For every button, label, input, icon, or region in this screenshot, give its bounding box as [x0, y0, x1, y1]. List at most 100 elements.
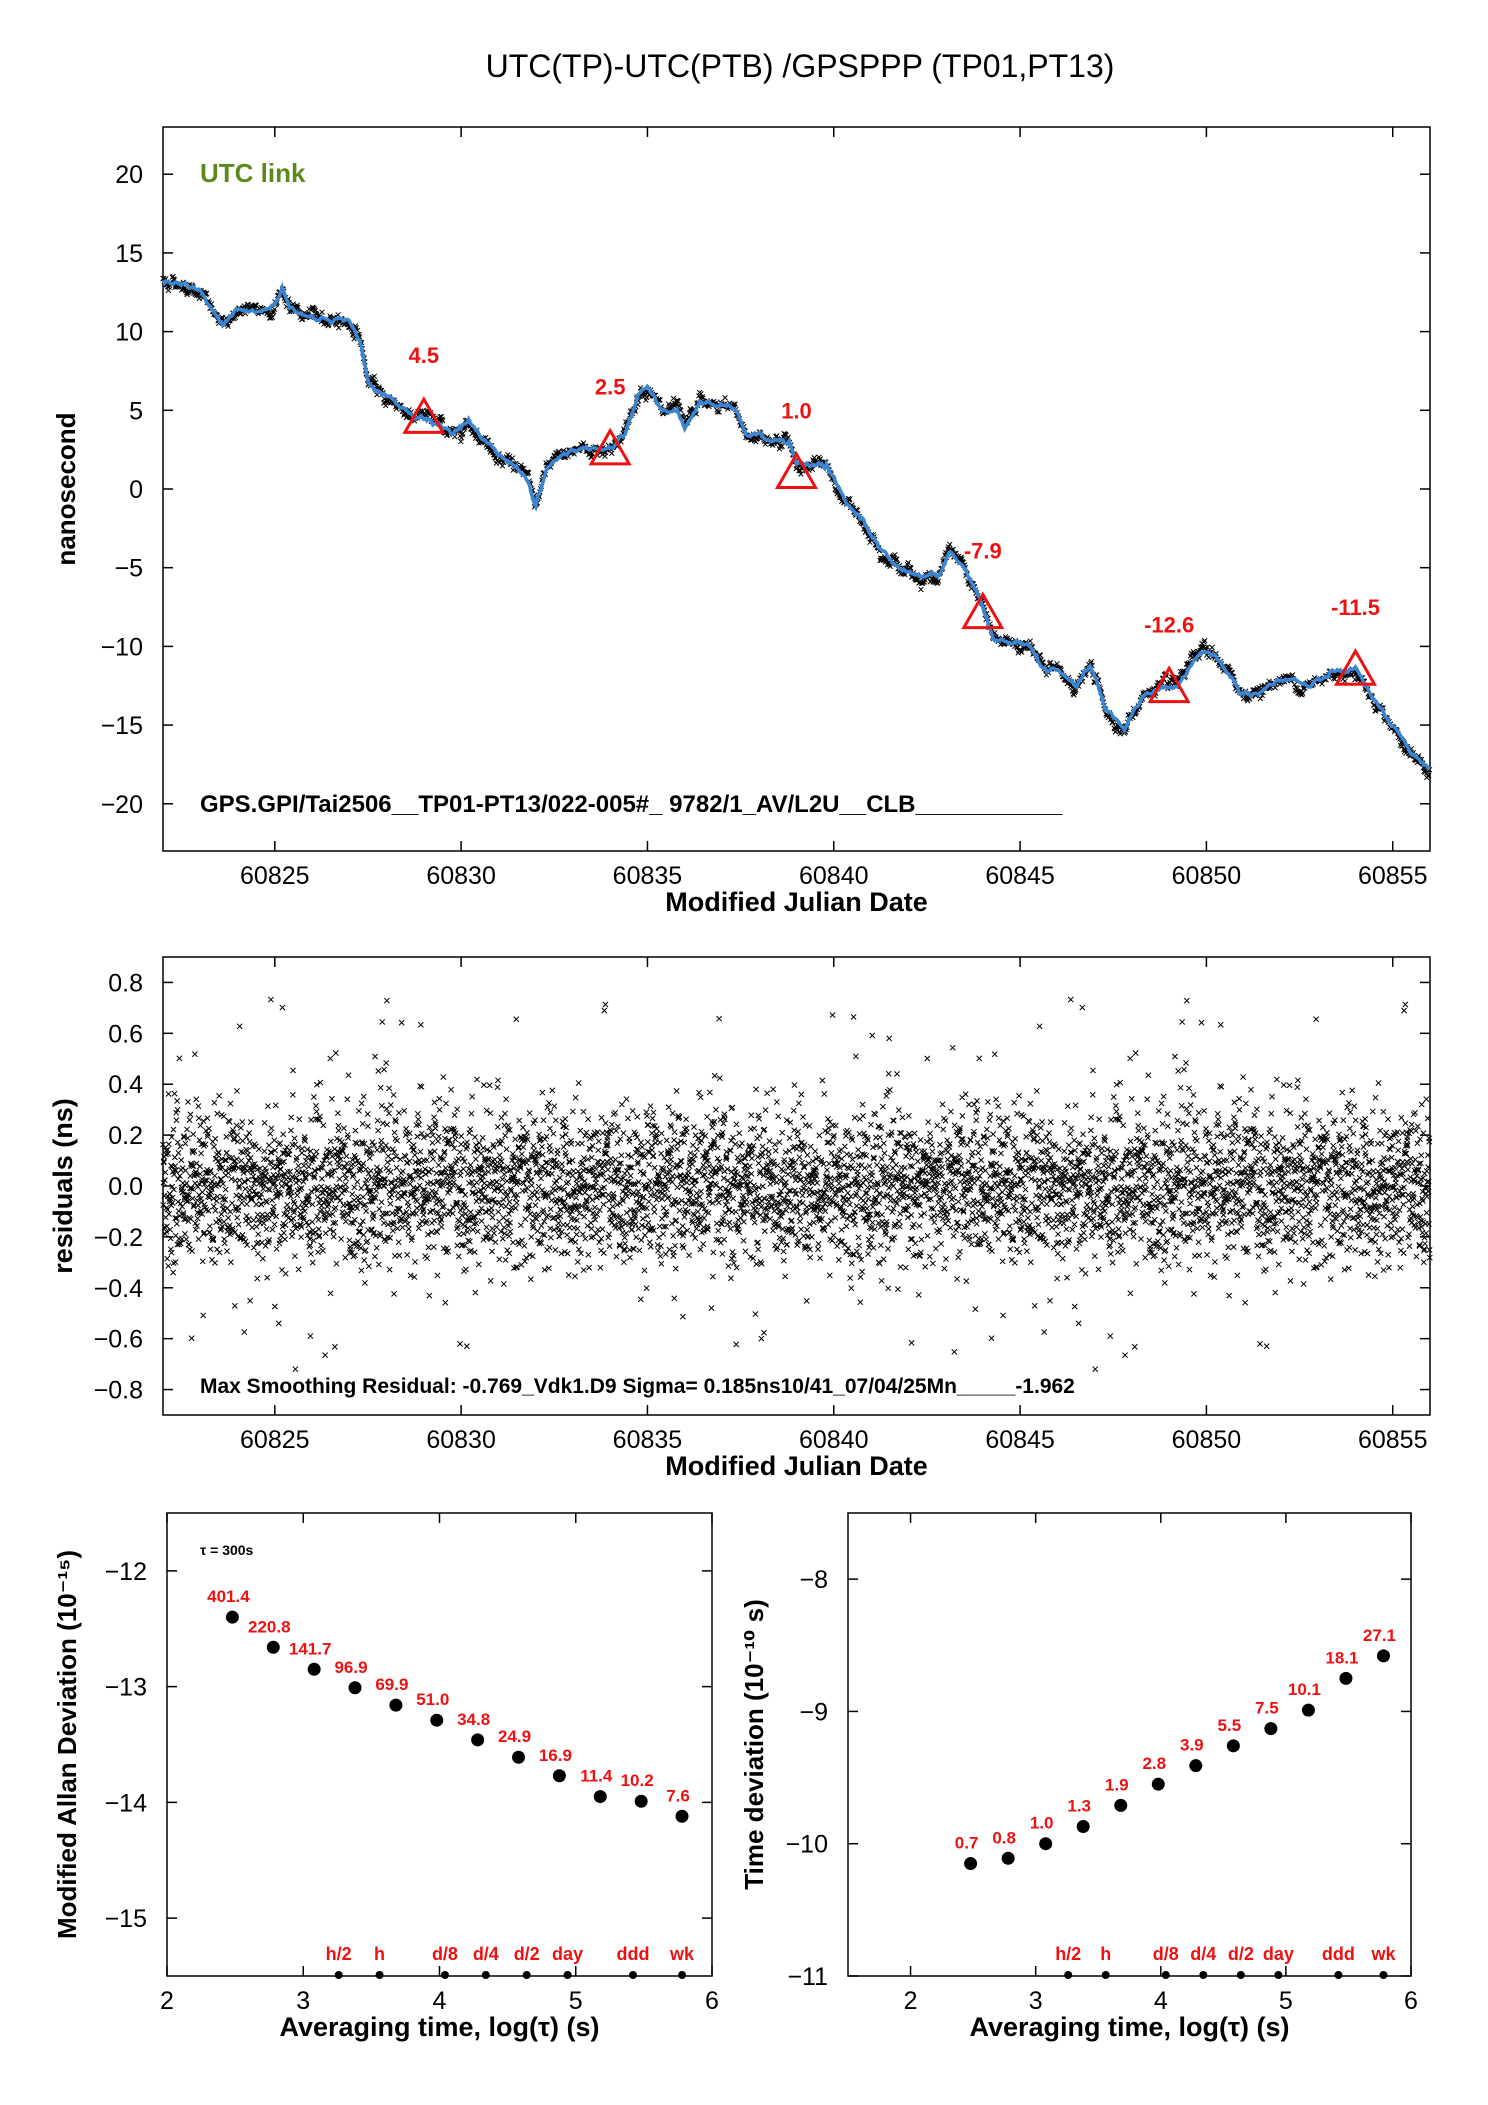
residual-point	[415, 1225, 422, 1232]
residual-point	[411, 1152, 418, 1159]
residual-point	[540, 1117, 547, 1124]
residual-point	[337, 1197, 344, 1204]
residual-point	[173, 1117, 180, 1124]
residual-point	[358, 1267, 365, 1274]
residual-point	[428, 1166, 435, 1173]
residual-point	[194, 1222, 200, 1229]
residual-point	[627, 1172, 634, 1179]
residual-point	[538, 1222, 545, 1229]
residual-point	[292, 1366, 299, 1373]
residual-point	[346, 1237, 353, 1244]
residual-point	[269, 1226, 276, 1233]
residual-point	[625, 1188, 632, 1195]
utc-link-badge: UTC link	[200, 158, 306, 188]
residual-point	[562, 1116, 569, 1122]
residual-point	[621, 1234, 628, 1241]
residual-point	[430, 1244, 437, 1250]
residual-point	[361, 1279, 368, 1286]
residual-point	[268, 1125, 275, 1132]
residual-point	[719, 1250, 726, 1257]
residual-point	[853, 1203, 860, 1209]
residual-point	[602, 1176, 609, 1183]
residual-point	[527, 1195, 534, 1201]
residual-point	[794, 1208, 801, 1215]
residual-point	[540, 1207, 547, 1214]
residual-point	[378, 1102, 385, 1109]
residual-point	[662, 1251, 669, 1258]
residual-point	[331, 1146, 338, 1152]
residual-point	[732, 1141, 739, 1148]
residual-point	[796, 1170, 803, 1177]
x-tick-label: 60855	[1358, 862, 1428, 890]
residual-point	[686, 1252, 693, 1259]
residual-point	[391, 1129, 398, 1136]
residual-point	[373, 1164, 380, 1171]
residual-point	[170, 1269, 177, 1276]
residual-point	[423, 1157, 430, 1164]
residual-point	[454, 1106, 461, 1113]
residual-point	[236, 1023, 243, 1030]
residual-point	[773, 1099, 780, 1106]
residual-point	[733, 1121, 740, 1128]
residual-points	[160, 996, 1433, 1373]
residual-point	[538, 1143, 545, 1150]
residual-point	[387, 1200, 394, 1207]
residual-point	[238, 1200, 245, 1206]
residual-point	[415, 1116, 422, 1123]
residual-point	[333, 1260, 340, 1267]
residual-point	[859, 1268, 866, 1275]
residual-point	[360, 1093, 367, 1100]
residual-point	[405, 1225, 412, 1232]
residual-point	[761, 1195, 768, 1202]
residual-point	[468, 1110, 475, 1117]
residual-point	[320, 1122, 327, 1129]
residual-point	[520, 1144, 527, 1151]
residual-point	[190, 1131, 197, 1138]
link-info-footer: GPS.GPI/Tai2506__TP01-PT13/022-005#_ 978…	[200, 791, 1063, 818]
residual-point	[623, 1209, 630, 1216]
raw-point	[608, 450, 615, 457]
residual-point	[593, 1230, 600, 1237]
residual-point	[471, 1134, 478, 1141]
residual-point	[475, 1261, 482, 1268]
residual-point	[522, 1216, 529, 1223]
residual-point	[231, 1302, 238, 1309]
residual-point	[597, 1264, 604, 1271]
residual-point	[550, 1130, 557, 1137]
residual-point	[715, 1227, 722, 1234]
residual-point	[528, 1234, 535, 1240]
residual-point	[658, 1150, 665, 1157]
residual-point	[711, 1072, 718, 1079]
residual-point	[290, 1067, 297, 1074]
residual-point	[374, 1117, 381, 1124]
residual-point	[704, 1113, 711, 1120]
residual-point	[456, 1149, 463, 1156]
residual-point	[500, 1280, 507, 1287]
residual-point	[384, 1121, 391, 1128]
residual-point	[539, 1089, 546, 1096]
residual-point	[743, 1196, 750, 1203]
residual-point	[753, 1086, 760, 1093]
residual-point	[200, 1312, 207, 1319]
residual-point	[483, 1209, 490, 1216]
residual-point	[596, 1207, 603, 1213]
residual-point	[367, 1167, 374, 1174]
residual-point	[375, 1127, 382, 1134]
residual-point	[804, 1226, 811, 1233]
residual-point	[803, 1297, 810, 1304]
residual-point	[860, 1113, 867, 1119]
residual-point	[212, 1259, 218, 1266]
residual-point	[364, 1238, 371, 1244]
residual-point	[271, 1303, 278, 1310]
residual-point	[609, 1203, 616, 1210]
residual-point	[351, 1184, 358, 1191]
residual-point	[455, 1253, 462, 1260]
residual-point	[855, 1185, 862, 1192]
residual-point	[769, 1227, 776, 1234]
residual-point	[851, 1114, 858, 1121]
residual-point	[594, 1211, 601, 1218]
residual-point	[175, 1149, 182, 1156]
residual-point	[807, 1143, 814, 1150]
residual-point	[191, 1051, 198, 1058]
residual-point	[636, 1247, 643, 1254]
